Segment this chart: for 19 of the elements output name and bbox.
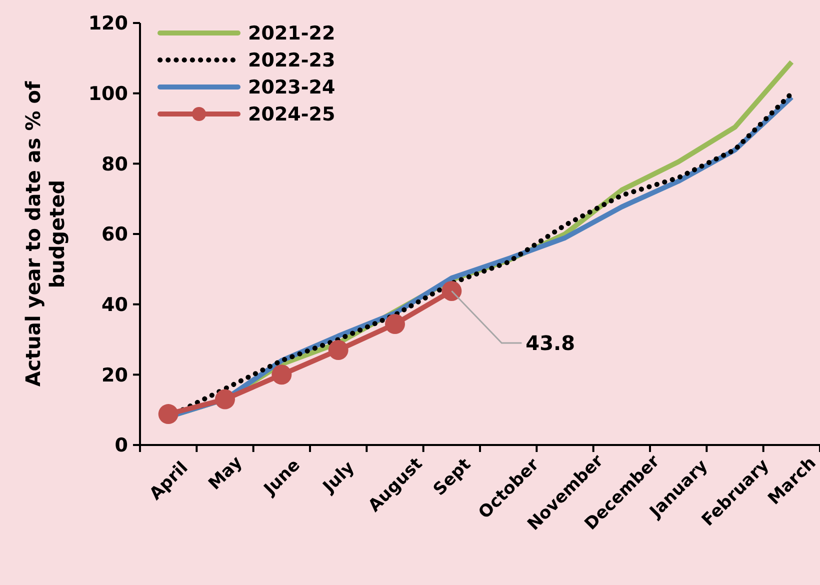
point <box>215 389 235 410</box>
point <box>272 364 292 385</box>
y-tick-label: 100 <box>88 82 128 105</box>
point <box>328 340 348 360</box>
y-tick-label: 120 <box>88 12 128 35</box>
y-tick-label: 0 <box>114 434 128 457</box>
legend-label: 2021-22 <box>248 22 336 45</box>
y-tick-label: 20 <box>102 364 128 386</box>
y-axis-title: Actual year to date as % of budgeted <box>21 81 69 387</box>
y-tick-label: 80 <box>102 153 128 176</box>
y-tick-label: 60 <box>102 224 128 246</box>
annotation: 43.8 <box>526 330 576 355</box>
point <box>385 314 405 334</box>
point <box>158 404 178 424</box>
legend-label: 2024-25 <box>248 104 336 126</box>
legend-label: 2023-24 <box>248 76 336 99</box>
legend-label: 2022-23 <box>248 50 336 72</box>
y-tick-label: 40 <box>102 294 128 316</box>
point <box>442 280 462 301</box>
